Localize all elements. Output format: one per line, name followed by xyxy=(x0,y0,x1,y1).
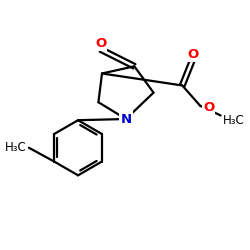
Text: N: N xyxy=(120,112,132,126)
Text: O: O xyxy=(95,37,106,50)
Text: H₃C: H₃C xyxy=(223,114,245,127)
Text: O: O xyxy=(188,48,199,61)
Text: O: O xyxy=(203,100,214,114)
Text: H₃C: H₃C xyxy=(5,141,26,154)
